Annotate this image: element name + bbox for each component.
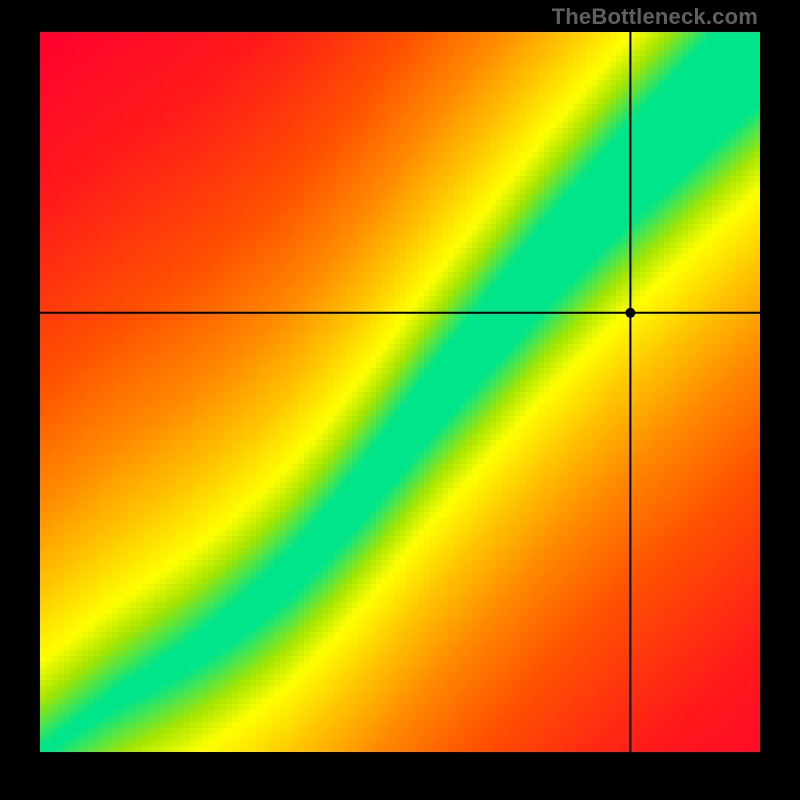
- crosshair-overlay: [40, 32, 760, 752]
- chart-container: { "watermark": { "text": "TheBottleneck.…: [0, 0, 800, 800]
- watermark-text: TheBottleneck.com: [552, 4, 758, 30]
- heatmap-plot: [40, 32, 760, 752]
